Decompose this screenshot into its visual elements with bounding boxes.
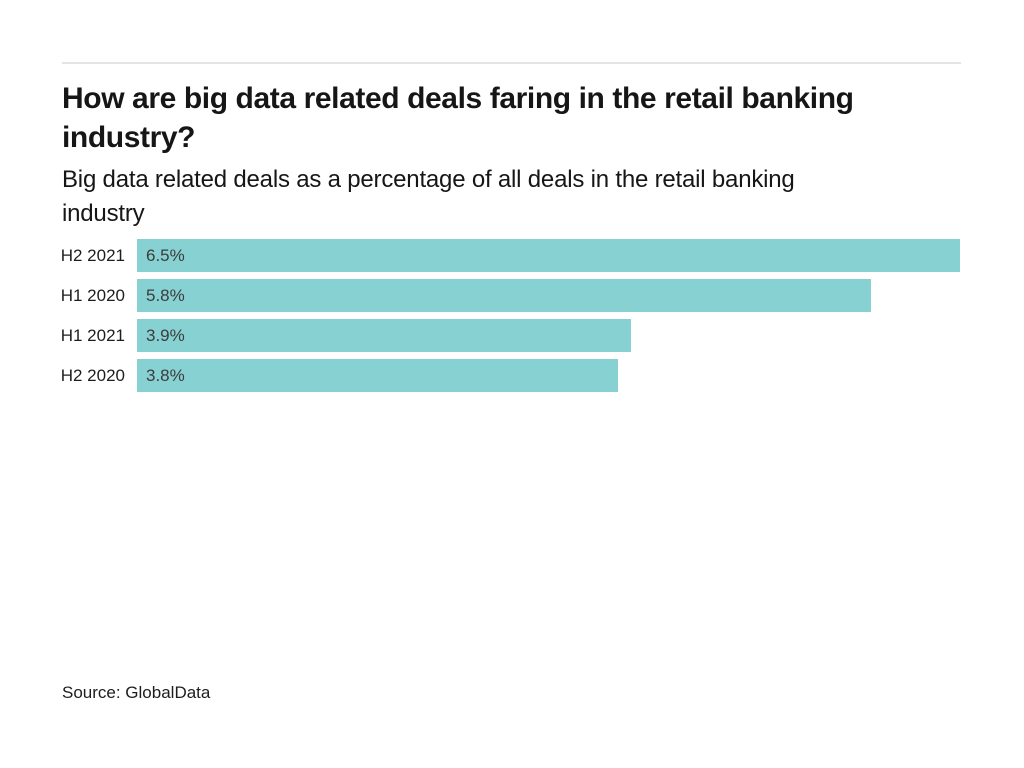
bar-track: 6.5% — [137, 239, 1024, 272]
bar-h1-2021: 3.9% — [137, 319, 631, 352]
chart-subtitle-line-1: Big data related deals as a percentage o… — [62, 166, 795, 193]
chart-row: H1 2021 3.9% — [0, 319, 1024, 352]
page-title-line-1: How are big data related deals faring in… — [62, 82, 854, 115]
page-title-line-2: industry? — [62, 121, 196, 154]
value-label: 6.5% — [146, 245, 185, 265]
bar-track: 3.8% — [137, 359, 1024, 392]
value-label: 5.8% — [146, 285, 185, 305]
source-note: Source: GlobalData — [62, 683, 211, 702]
chart-row: H1 2020 5.8% — [0, 279, 1024, 312]
bar-h2-2021: 6.5% — [137, 239, 960, 272]
chart-subtitle-line-2: industry — [62, 200, 145, 227]
chart-subtitle: Big data related deals as a percentage o… — [62, 163, 795, 231]
category-label: H1 2020 — [60, 285, 125, 305]
chart-row: H2 2020 3.8% — [0, 359, 1024, 392]
value-label: 3.8% — [146, 365, 185, 385]
bar-h1-2020: 5.8% — [137, 279, 871, 312]
value-label: 3.9% — [146, 325, 185, 345]
bar-track: 5.8% — [137, 279, 1024, 312]
page-title: How are big data related deals faring in… — [62, 79, 854, 157]
category-label: H1 2021 — [60, 325, 125, 345]
header-divider — [62, 62, 961, 64]
category-label: H2 2021 — [60, 245, 125, 265]
bar-track: 3.9% — [137, 319, 1024, 352]
chart-row: H2 2021 6.5% — [0, 239, 1024, 272]
bar-h2-2020: 3.8% — [137, 359, 618, 392]
bar-chart: H2 2021 6.5% H1 2020 5.8% H1 2021 3.9% H2 2020… — [0, 239, 1024, 399]
category-label: H2 2020 — [60, 365, 125, 385]
